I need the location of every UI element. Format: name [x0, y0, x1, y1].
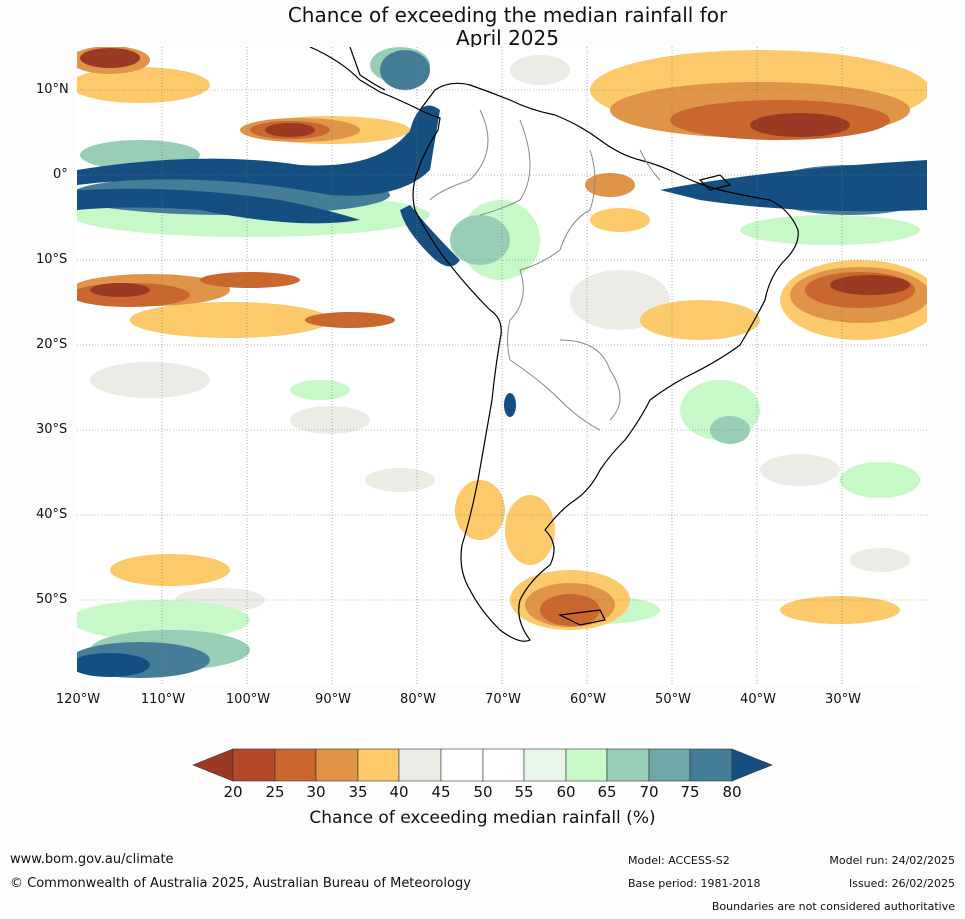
- colorbar-tick: 20: [223, 783, 243, 801]
- colorbar-tick: 80: [722, 783, 742, 801]
- map-title-line1: Chance of exceeding the median rainfall …: [287, 3, 728, 27]
- footer-base-period: Base period: 1981-2018: [628, 877, 761, 890]
- lat-label-40s: 40°S: [36, 507, 68, 522]
- lon-label-100w: 100°W: [225, 692, 271, 707]
- lon-label-30w: 30°W: [825, 692, 861, 707]
- lon-label-110w: 110°W: [140, 692, 186, 707]
- footer-model: Model: ACCESS-S2: [628, 854, 730, 867]
- coastline: [309, 47, 799, 642]
- footer-model-run: Model run: 24/02/2025: [829, 854, 955, 867]
- lat-label-20s: 20°S: [36, 337, 68, 352]
- footer-issued: Issued: 26/02/2025: [848, 877, 955, 890]
- lon-label-70w: 70°W: [485, 692, 521, 707]
- lat-label-0: 0°: [53, 167, 68, 182]
- lat-label-10n: 10°N: [36, 82, 69, 97]
- colorbar-tick: 40: [389, 783, 409, 801]
- colorbar: [192, 748, 773, 782]
- lon-label-40w: 40°W: [740, 692, 776, 707]
- lon-label-90w: 90°W: [315, 692, 351, 707]
- footer-copyright: © Commonwealth of Australia 2025, Austra…: [10, 876, 471, 891]
- colorbar-tick: 55: [514, 783, 534, 801]
- colorbar-title: Chance of exceeding median rainfall (%): [309, 808, 656, 828]
- colorbar-tick: 45: [431, 783, 451, 801]
- colorbar-tick: 75: [680, 783, 700, 801]
- rainfall-field: [77, 47, 927, 685]
- map-title: Chance of exceeding the median rainfall …: [0, 4, 965, 50]
- colorbar-tick: 70: [639, 783, 659, 801]
- lat-label-30s: 30°S: [36, 422, 68, 437]
- lon-label-120w: 120°W: [55, 692, 101, 707]
- lon-label-80w: 80°W: [400, 692, 436, 707]
- lat-label-50s: 50°S: [36, 592, 68, 607]
- lon-label-60w: 60°W: [570, 692, 606, 707]
- colorbar-tick: 25: [265, 783, 285, 801]
- colorbar-tick: 35: [348, 783, 368, 801]
- colorbar-tick: 60: [556, 783, 576, 801]
- colorbar-tick: 30: [306, 783, 326, 801]
- colorbar-tick: 50: [473, 783, 493, 801]
- footer-disclaimer: Boundaries are not considered authoritat…: [711, 900, 955, 913]
- lon-label-50w: 50°W: [655, 692, 691, 707]
- country-borders: [429, 109, 661, 431]
- footer-site: www.bom.gov.au/climate: [10, 852, 174, 867]
- map-title-line2: April 2025: [456, 26, 559, 50]
- lat-label-10s: 10°S: [36, 252, 68, 267]
- colorbar-tick: 65: [597, 783, 617, 801]
